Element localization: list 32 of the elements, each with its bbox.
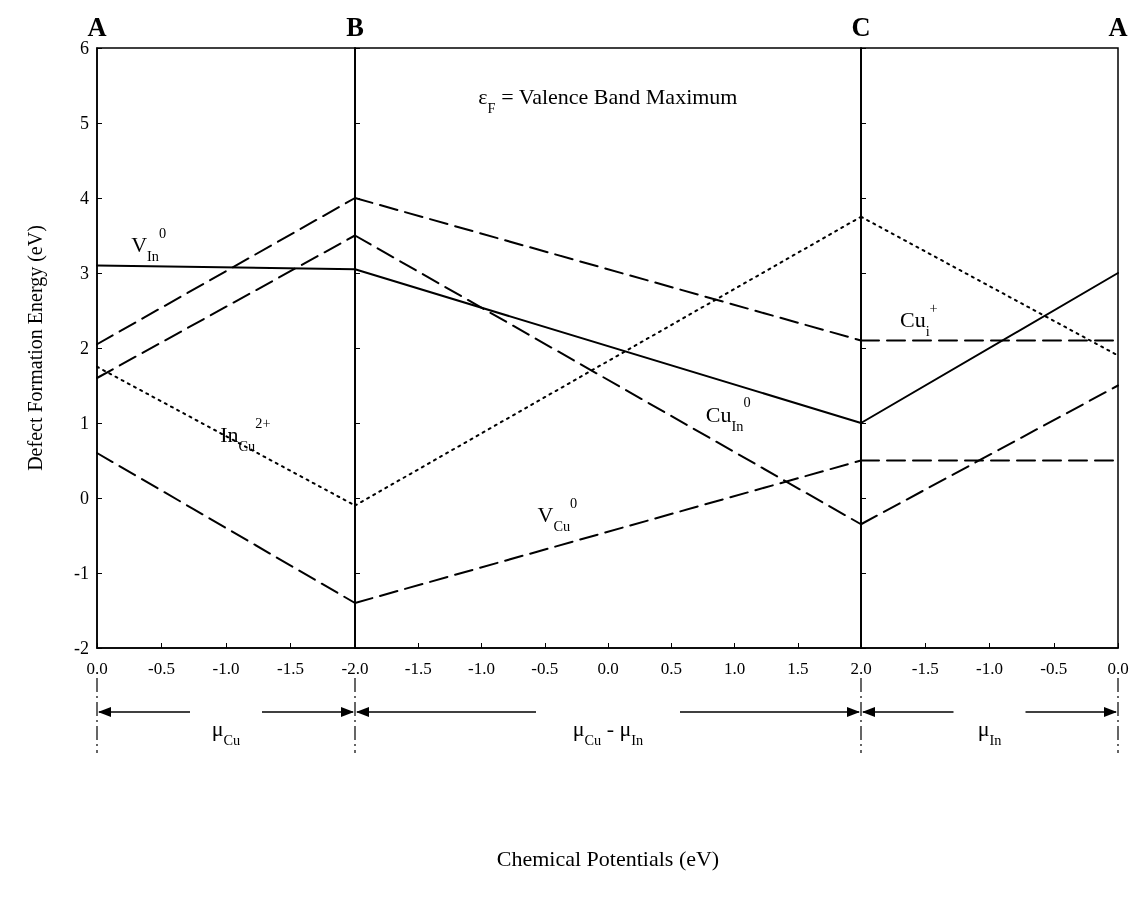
text: A xyxy=(1108,12,1128,43)
y-tick-label: 4 xyxy=(80,188,89,208)
y-tick-label: -2 xyxy=(74,638,89,658)
y-tick-label: 2 xyxy=(80,338,89,358)
y-tick-label: 5 xyxy=(80,113,89,133)
y-axis-title: Defect Formation Energy (eV) xyxy=(24,225,47,471)
x-tick-label: -1.5 xyxy=(404,659,432,678)
text: C xyxy=(851,12,871,43)
text: B xyxy=(346,12,364,43)
y-tick-label: 0 xyxy=(80,488,89,508)
x-tick-label: 2.0 xyxy=(850,659,872,678)
x-tick-label: 0.5 xyxy=(660,659,682,678)
y-tick-label: 6 xyxy=(80,38,89,58)
x-tick-label: 0.0 xyxy=(597,659,619,678)
x-tick-label: -0.5 xyxy=(531,659,559,678)
x-tick-label: -1.5 xyxy=(277,659,304,678)
y-tick-label: -1 xyxy=(74,563,89,583)
x-tick-label: 1.5 xyxy=(787,659,809,678)
x-tick-label: -0.5 xyxy=(148,659,175,678)
x-tick-label: -0.5 xyxy=(1040,659,1068,678)
x-tick-label: -1.0 xyxy=(976,659,1003,678)
text: A xyxy=(87,12,107,43)
x-tick-label: -1.5 xyxy=(911,659,939,678)
x-tick-label: -1.0 xyxy=(468,659,495,678)
x-tick-label: -2.0 xyxy=(341,659,369,678)
y-tick-label: 3 xyxy=(80,263,89,283)
x-tick-label: 1.0 xyxy=(723,659,746,678)
x-tick-label: 0.0 xyxy=(86,659,108,678)
text: Chemical Potentials (eV) xyxy=(496,845,720,871)
y-tick-label: 1 xyxy=(80,413,89,433)
x-tick-label: 0.0 xyxy=(1107,659,1129,678)
x-tick-label: -1.0 xyxy=(212,659,240,678)
